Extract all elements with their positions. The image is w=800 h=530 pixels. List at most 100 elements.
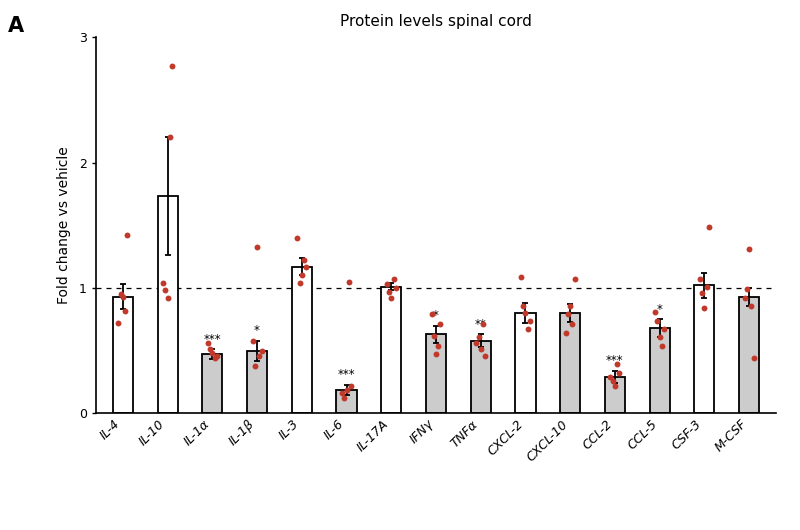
Bar [158,197,178,413]
Point [742,245,755,253]
Point [523,316,536,325]
Point [566,320,579,329]
Point [745,301,758,310]
Point [118,306,131,315]
Point [159,286,172,295]
Text: *: * [433,309,439,322]
Point [658,325,670,333]
Bar [381,287,402,413]
Point [336,389,349,398]
Point [161,294,174,302]
Point [425,310,438,319]
Point [479,351,492,360]
Bar [113,297,133,413]
Text: A: A [8,16,24,36]
Point [387,275,400,284]
Point [390,284,402,292]
Point [738,294,751,302]
Point [559,329,572,338]
Point [430,350,442,359]
Point [470,339,482,347]
Point [246,337,259,345]
Point [342,278,355,286]
Bar [560,313,580,413]
Point [427,331,440,340]
Point [117,293,130,301]
Bar [515,313,535,413]
Point [655,341,668,350]
Point [514,272,527,281]
Point [702,222,715,231]
Point [204,345,217,354]
Point [472,333,485,341]
Point [562,310,574,319]
Point [112,319,125,328]
Point [564,301,577,310]
Bar [337,390,357,413]
Bar [694,286,714,413]
Point [385,294,398,302]
Bar [650,328,670,413]
Text: ***: *** [606,354,624,367]
Point [382,287,395,296]
Bar [202,355,222,413]
Point [519,309,532,317]
Bar [426,334,446,413]
Text: *: * [254,324,260,337]
Point [300,262,313,271]
Point [380,280,393,288]
Point [208,354,221,363]
Point [210,351,223,360]
Bar [470,341,491,413]
Text: *: * [657,303,662,315]
Point [249,361,262,370]
Point [651,316,664,325]
Point [121,231,134,240]
Bar [605,377,625,413]
Point [338,394,350,403]
Point [609,382,622,390]
Point [700,282,713,291]
Point [610,360,623,369]
Point [434,320,447,329]
Point [345,382,358,390]
Point [568,275,581,284]
Point [522,325,534,333]
Point [474,345,487,354]
Y-axis label: Fold change vs vehicle: Fold change vs vehicle [57,146,70,304]
Text: ***: *** [338,368,355,381]
Point [432,341,445,350]
Text: ***: *** [203,333,221,346]
Bar [247,351,267,413]
Point [649,307,662,316]
Title: Protein levels spinal cord: Protein levels spinal cord [340,14,532,29]
Point [157,279,170,287]
Point [747,354,760,363]
Point [163,133,176,142]
Point [741,285,754,294]
Point [606,376,619,385]
Point [340,385,353,394]
Point [114,290,127,298]
Bar [292,267,312,413]
Point [604,373,617,381]
Point [698,304,711,312]
Point [250,242,263,251]
Point [654,333,666,341]
Text: **: ** [475,317,486,331]
Point [291,234,304,242]
Point [202,339,214,347]
Point [298,256,310,264]
Point [206,349,218,357]
Point [517,301,530,310]
Bar [739,297,759,413]
Point [696,289,709,297]
Point [477,320,490,329]
Point [613,369,626,377]
Point [255,347,268,355]
Point [293,279,306,287]
Point [166,61,178,70]
Point [295,271,308,280]
Point [253,351,266,360]
Point [694,275,706,284]
